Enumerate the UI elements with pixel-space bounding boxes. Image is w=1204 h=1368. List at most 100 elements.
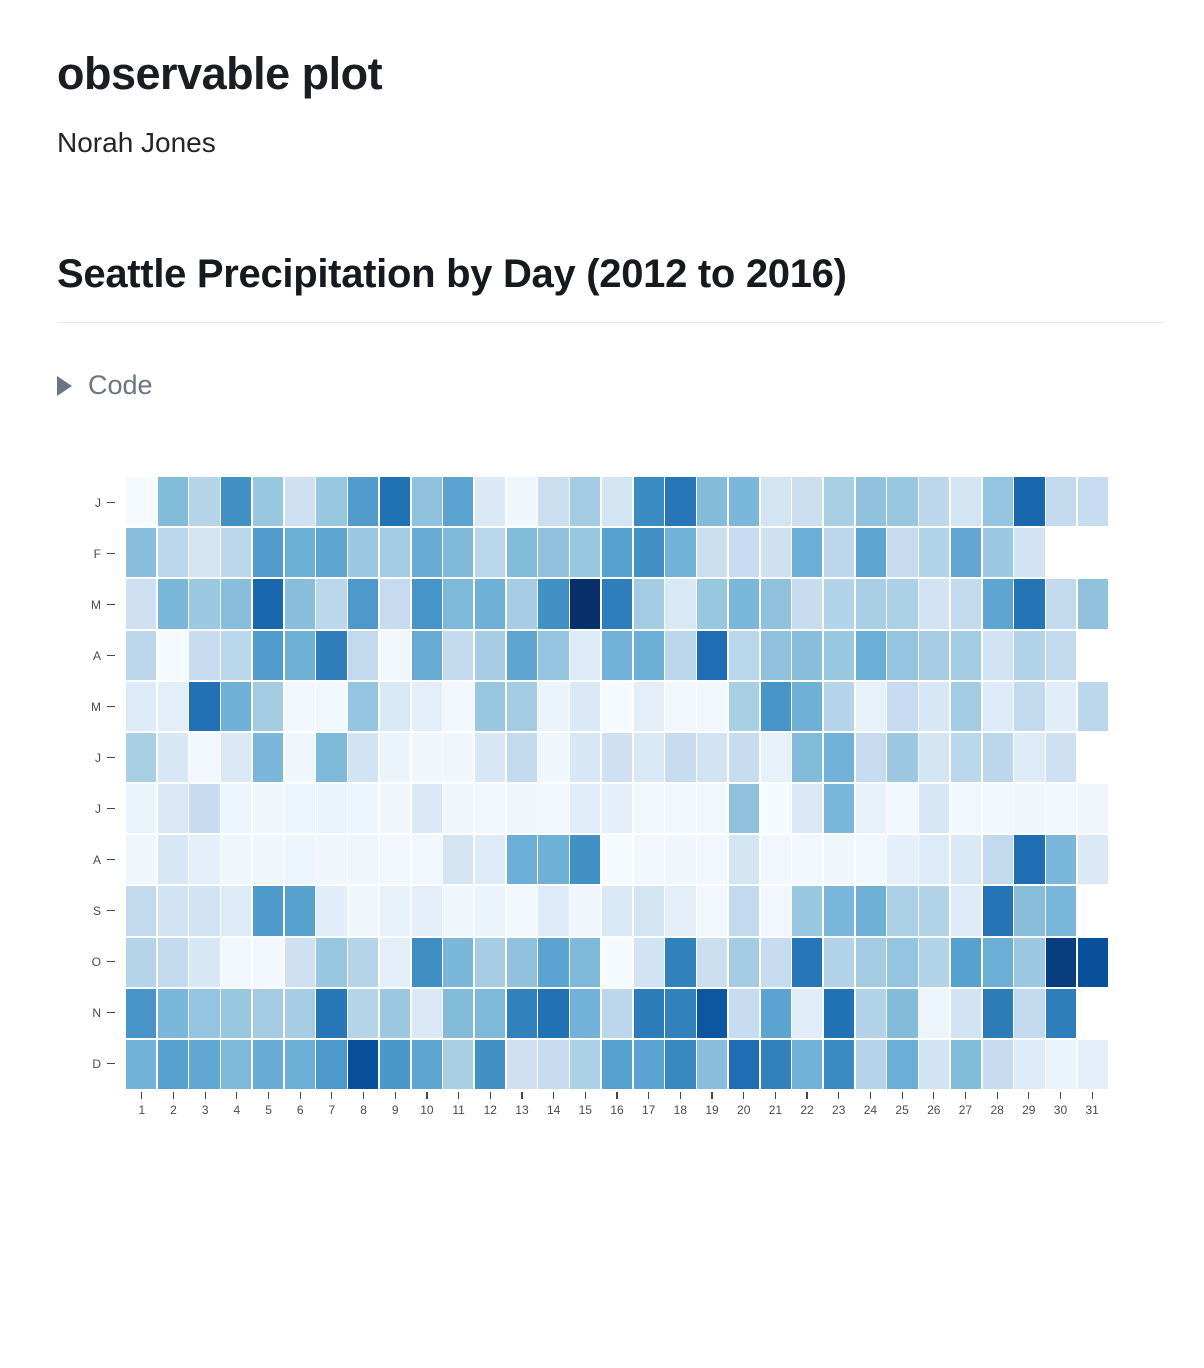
heatmap-cell (728, 681, 760, 731)
heatmap-cell (1078, 989, 1108, 1038)
heatmap-cell (252, 1039, 284, 1089)
heatmap-cell (919, 937, 950, 987)
x-tick-mark (806, 1092, 808, 1099)
heatmap-cell (950, 579, 982, 629)
x-tick-mark (458, 1092, 460, 1099)
x-tick: 9 (380, 1092, 410, 1117)
heatmap-cell (348, 528, 379, 578)
heatmap-cell (601, 835, 633, 885)
y-tick-mark (107, 1062, 115, 1065)
heatmap-cell (665, 835, 696, 885)
heatmap-cell (919, 630, 950, 680)
heatmap-cell (443, 937, 474, 987)
heatmap-cell (284, 886, 315, 936)
heatmap-cell (1078, 528, 1108, 577)
heatmap-cell (1078, 733, 1108, 782)
x-tick-mark (616, 1092, 618, 1099)
heatmap-cell (221, 835, 252, 885)
x-tick-mark (236, 1092, 238, 1099)
heatmap-cell (189, 835, 220, 885)
heatmap-cell (792, 937, 823, 987)
heatmap-cell (157, 988, 188, 1038)
heatmap-cell (792, 579, 823, 629)
heatmap-cell (950, 1039, 982, 1089)
heatmap-grid (126, 477, 1108, 1089)
heatmap-cell (348, 732, 379, 782)
heatmap-cell (570, 477, 601, 527)
heatmap-cell (379, 579, 411, 629)
heatmap-cell (823, 681, 855, 731)
heatmap-cell (982, 784, 1013, 834)
heatmap-cell (601, 630, 633, 680)
heatmap-cell (126, 732, 157, 782)
heatmap-cell (284, 477, 315, 527)
heatmap-cell (348, 630, 379, 680)
x-tick-mark (838, 1092, 840, 1099)
heatmap-cell (284, 681, 315, 731)
x-tick: 23 (824, 1092, 854, 1117)
x-tick-label: 18 (673, 1103, 688, 1117)
heatmap-cell (887, 528, 918, 578)
heatmap-cell (728, 630, 760, 680)
heatmap-cell (887, 988, 918, 1038)
x-tick: 10 (412, 1092, 442, 1117)
heatmap-cell (348, 886, 379, 936)
heatmap-cell (411, 988, 442, 1038)
y-tick-label: J (95, 801, 101, 816)
y-tick: S (57, 904, 115, 918)
x-tick-label: 12 (483, 1103, 497, 1117)
heatmap-cell (221, 937, 252, 987)
heatmap-cell (1014, 732, 1045, 782)
x-tick-mark (204, 1092, 206, 1099)
y-tick: F (57, 547, 115, 561)
heatmap-cell (252, 681, 284, 731)
heatmap-cell (601, 528, 633, 578)
heatmap-cell (982, 835, 1013, 885)
y-tick-label: A (92, 852, 101, 867)
heatmap-cell (823, 988, 855, 1038)
x-tick-label: 4 (233, 1103, 241, 1117)
x-tick: 5 (254, 1092, 284, 1117)
heatmap-cell (982, 732, 1013, 782)
heatmap-cell (443, 681, 474, 731)
code-toggle-label: Code (88, 370, 153, 400)
x-tick: 30 (1045, 1092, 1075, 1117)
heatmap-cell (126, 1039, 157, 1089)
heatmap-cell (633, 886, 664, 936)
heatmap-cell (697, 937, 728, 987)
heatmap-cell (316, 477, 347, 527)
heatmap-cell (919, 1039, 950, 1089)
heatmap-cell (443, 784, 474, 834)
heatmap-cell (506, 681, 537, 731)
heatmap-cell (601, 937, 633, 987)
heatmap-cell (633, 528, 664, 578)
heatmap-cell (982, 477, 1013, 527)
heatmap-cell (316, 937, 347, 987)
heatmap-cell (601, 1039, 633, 1089)
x-tick-mark (711, 1092, 713, 1099)
heatmap-cell (887, 477, 918, 527)
heatmap-cell (506, 988, 537, 1038)
heatmap-cell (1077, 579, 1108, 629)
heatmap-cell (284, 937, 315, 987)
x-tick: 24 (855, 1092, 885, 1117)
code-toggle[interactable]: Code (57, 370, 187, 401)
heatmap-cell (570, 528, 601, 578)
heatmap-cell (792, 1039, 823, 1089)
heatmap-cell (157, 937, 188, 987)
heatmap-cell (919, 835, 950, 885)
heatmap-cell (189, 732, 220, 782)
x-tick-label: 25 (895, 1103, 909, 1117)
x-tick-label: 21 (768, 1103, 783, 1117)
heatmap-cell (855, 630, 886, 680)
heatmap-cell (760, 937, 791, 987)
heatmap-cell (919, 732, 950, 782)
x-tick-mark (172, 1092, 175, 1099)
author-name: Norah Jones (57, 127, 216, 158)
heatmap-cell (126, 988, 157, 1038)
heatmap-cell (728, 1039, 760, 1089)
heatmap-cell (633, 835, 664, 885)
heatmap-cell (411, 477, 442, 527)
y-tick-label: S (92, 903, 101, 918)
x-tick: 8 (349, 1092, 379, 1117)
